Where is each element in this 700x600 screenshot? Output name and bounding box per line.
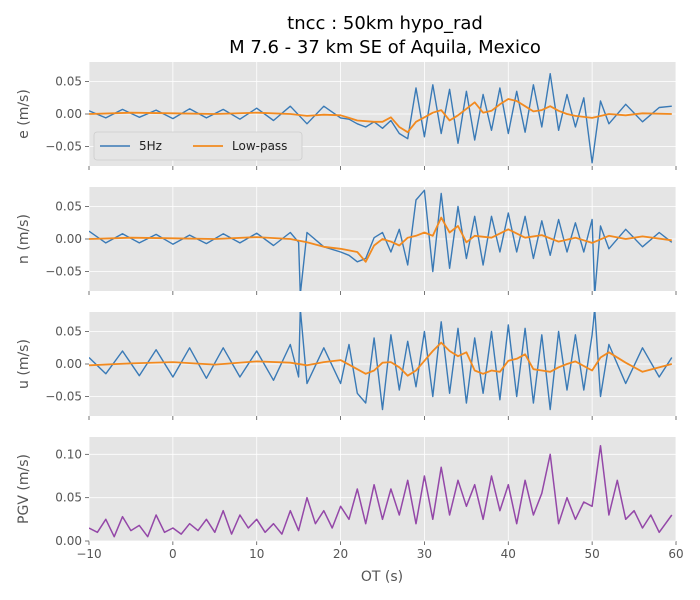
y-axis-label-u: u (m/s)	[16, 339, 32, 389]
y-tick-label: 0.00	[55, 232, 82, 246]
y-tick-label: −0.05	[45, 265, 82, 279]
panel-u: 0.05 0.00 −0.05 u (m/s)	[16, 312, 677, 420]
x-tick-label: 50	[585, 547, 600, 561]
y-axis-label-n: n (m/s)	[16, 214, 32, 264]
x-tick-label: 20	[333, 547, 348, 561]
series-line-u-5hz	[89, 312, 673, 411]
x-tick-label: 30	[417, 547, 432, 561]
panel-e: 0.05 0.00 −0.05 e (m/s) 5Hz Low-pass	[16, 62, 677, 170]
series-line-n-low-pass	[89, 216, 672, 263]
legend: 5Hz Low-pass	[93, 131, 303, 161]
x-axis-label: OT (s)	[361, 569, 403, 585]
legend-label-5hz: 5Hz	[139, 139, 162, 153]
y-tick-label: 0.10	[55, 447, 82, 461]
x-tick-label: 0	[169, 547, 177, 561]
y-tick-label: 0.05	[55, 75, 82, 89]
y-tick-label: 0.00	[55, 107, 82, 121]
y-tick-label: 0.00	[55, 357, 82, 371]
chart-title-line1: tncc : 50km hypo_rad	[287, 13, 483, 34]
x-tick-label: 60	[668, 547, 683, 561]
y-tick-label: −0.05	[45, 390, 82, 404]
x-tick-label: 40	[501, 547, 516, 561]
x-tick-label: −10	[76, 547, 101, 561]
series-line-e-low-pass	[89, 98, 672, 134]
series-line-pgv-pgv	[89, 444, 673, 538]
legend-label-low-pass: Low-pass	[232, 139, 287, 153]
y-tick-label: −0.05	[45, 140, 82, 154]
series-line-n-5hz	[89, 189, 673, 291]
y-tick-label: 0.00	[55, 534, 82, 548]
y-axis-label-e: e (m/s)	[16, 89, 32, 139]
panel-pgv: −10 0 10 20 30 40 50 60 0.10 0.05 0.00 PGV (m/s)	[16, 437, 684, 561]
y-axis-label-pgv: PGV (m/s)	[16, 454, 32, 524]
chart-title-line2: M 7.6 - 37 km SE of Aquila, Mexico	[229, 37, 541, 58]
x-tick-label: 10	[249, 547, 264, 561]
y-tick-label: 0.05	[55, 491, 82, 505]
panel-background	[89, 437, 676, 541]
y-tick-label: 0.05	[55, 325, 82, 339]
series-line-u-low-pass	[89, 341, 673, 377]
panel-n: 0.05 0.00 −0.05 n (m/s)	[16, 187, 677, 295]
y-tick-label: 0.05	[55, 200, 82, 214]
